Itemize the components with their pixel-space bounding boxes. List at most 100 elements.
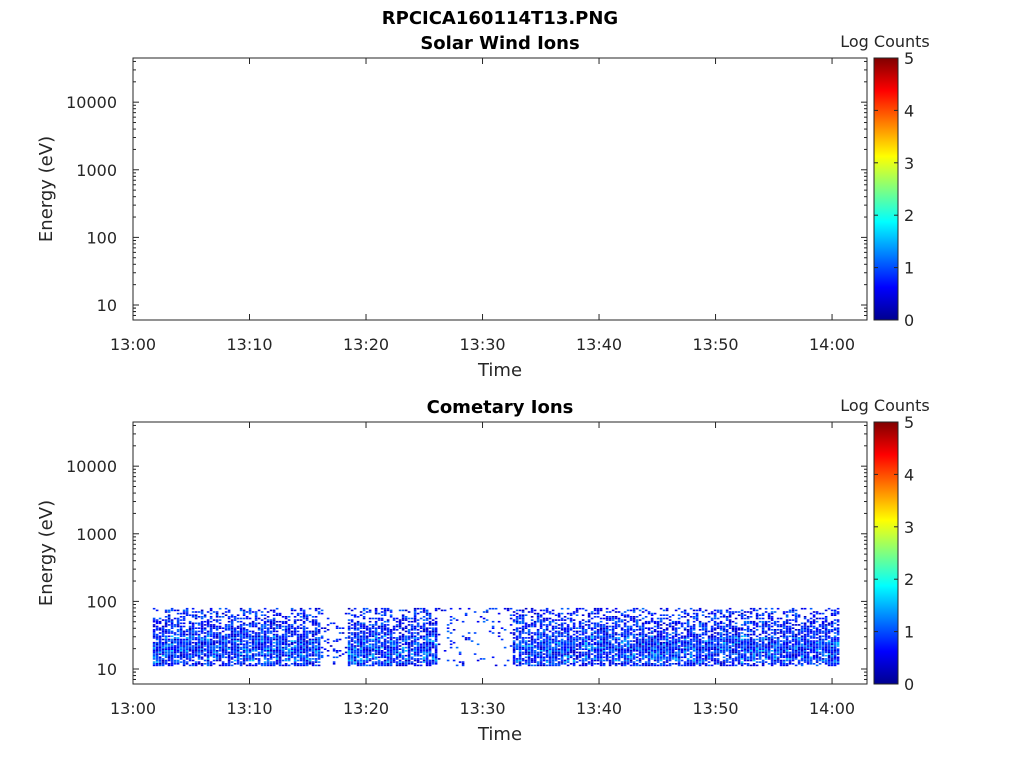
heat-cell <box>503 664 507 667</box>
heat-cell <box>398 624 402 626</box>
x-tick-label: 13:20 <box>343 335 389 354</box>
heat-cell <box>641 658 645 660</box>
heat-cell <box>677 653 681 655</box>
heat-cell <box>209 653 213 655</box>
heat-cell <box>278 635 282 638</box>
heat-cell <box>668 656 672 659</box>
heat-cell <box>305 637 309 639</box>
heat-cell <box>695 616 699 618</box>
heat-cell <box>656 637 660 639</box>
heat-cell <box>293 622 297 625</box>
heat-cell <box>356 627 360 629</box>
heat-cell <box>767 612 771 615</box>
heat-cell <box>794 635 798 638</box>
heat-cell <box>290 643 294 646</box>
heat-cell <box>644 635 648 638</box>
heat-cell <box>584 643 588 646</box>
heat-cell <box>272 627 276 629</box>
heat-cell <box>266 627 270 629</box>
heat-cell <box>194 641 198 644</box>
heat-cell <box>242 637 246 639</box>
heat-cell <box>383 612 387 615</box>
heat-cell <box>620 640 624 642</box>
heat-cell <box>233 617 237 620</box>
heat-cell <box>755 651 759 654</box>
heat-cell <box>788 635 792 638</box>
heat-cell <box>164 650 168 652</box>
heat-cell <box>290 641 294 644</box>
heat-cell <box>173 638 177 641</box>
heat-cell <box>575 640 579 642</box>
heat-cell <box>692 609 696 612</box>
heat-cell <box>767 663 771 665</box>
heat-cell <box>380 643 384 646</box>
heat-cell <box>398 635 402 638</box>
heat-cell <box>731 663 735 665</box>
heat-cell <box>152 619 156 621</box>
heat-cell <box>785 643 789 646</box>
heat-cell <box>350 619 354 621</box>
heat-cell <box>254 617 258 620</box>
heat-cell <box>578 664 582 667</box>
heat-cell <box>218 646 222 649</box>
heat-cell <box>218 619 222 621</box>
heat-cell <box>569 641 573 644</box>
heat-cell <box>695 658 699 660</box>
heat-cell <box>704 653 708 655</box>
heat-cell <box>188 632 192 634</box>
heat-cell <box>716 651 720 654</box>
heat-cell <box>341 653 345 655</box>
heat-cell <box>170 625 174 628</box>
heat-cell <box>635 625 639 628</box>
heat-cell <box>215 640 219 642</box>
heat-cell <box>683 612 687 615</box>
heat-cell <box>566 638 570 641</box>
heat-cell <box>395 629 399 631</box>
heat-cell <box>356 663 360 665</box>
heat-cell <box>674 630 678 633</box>
heat-cell <box>641 625 645 628</box>
heat-cell <box>353 616 357 618</box>
heat-cell <box>254 643 258 646</box>
heat-cell <box>359 641 363 644</box>
heat-cell <box>752 633 756 636</box>
heat-cell <box>191 624 195 626</box>
heat-cell <box>416 653 420 655</box>
heat-cell <box>290 654 294 657</box>
heat-cell <box>608 661 612 663</box>
heat-cell <box>614 663 618 665</box>
heat-cell <box>593 641 597 644</box>
heat-cell <box>626 658 630 660</box>
heat-cell <box>635 643 639 646</box>
heat-cell <box>821 638 825 641</box>
heat-cell <box>176 656 180 659</box>
heat-cell <box>791 638 795 641</box>
heat-cell <box>308 654 312 657</box>
heat-cell <box>311 653 315 655</box>
heat-cell <box>755 638 759 641</box>
heat-cell <box>623 619 627 621</box>
heat-cell <box>584 637 588 639</box>
heat-cell <box>266 619 270 621</box>
heat-cell <box>275 658 279 660</box>
heat-cell <box>800 607 804 610</box>
heat-cell <box>542 624 546 626</box>
heat-cell <box>668 653 672 655</box>
heat-cell <box>155 629 159 631</box>
heat-cell <box>284 659 288 662</box>
heat-cell <box>257 629 261 631</box>
heat-cell <box>749 620 753 623</box>
heat-cell <box>671 646 675 649</box>
heat-cell <box>563 654 567 657</box>
heat-cell <box>695 645 699 647</box>
heat-cell <box>593 643 597 646</box>
heat-cell <box>719 633 723 636</box>
heat-cell <box>428 624 432 626</box>
heat-cell <box>200 617 204 620</box>
heat-cell <box>590 664 594 667</box>
heat-cell <box>383 625 387 628</box>
heat-cell <box>782 611 786 613</box>
heat-cell <box>164 663 168 665</box>
heat-cell <box>551 609 555 612</box>
heat-cell <box>248 656 252 659</box>
